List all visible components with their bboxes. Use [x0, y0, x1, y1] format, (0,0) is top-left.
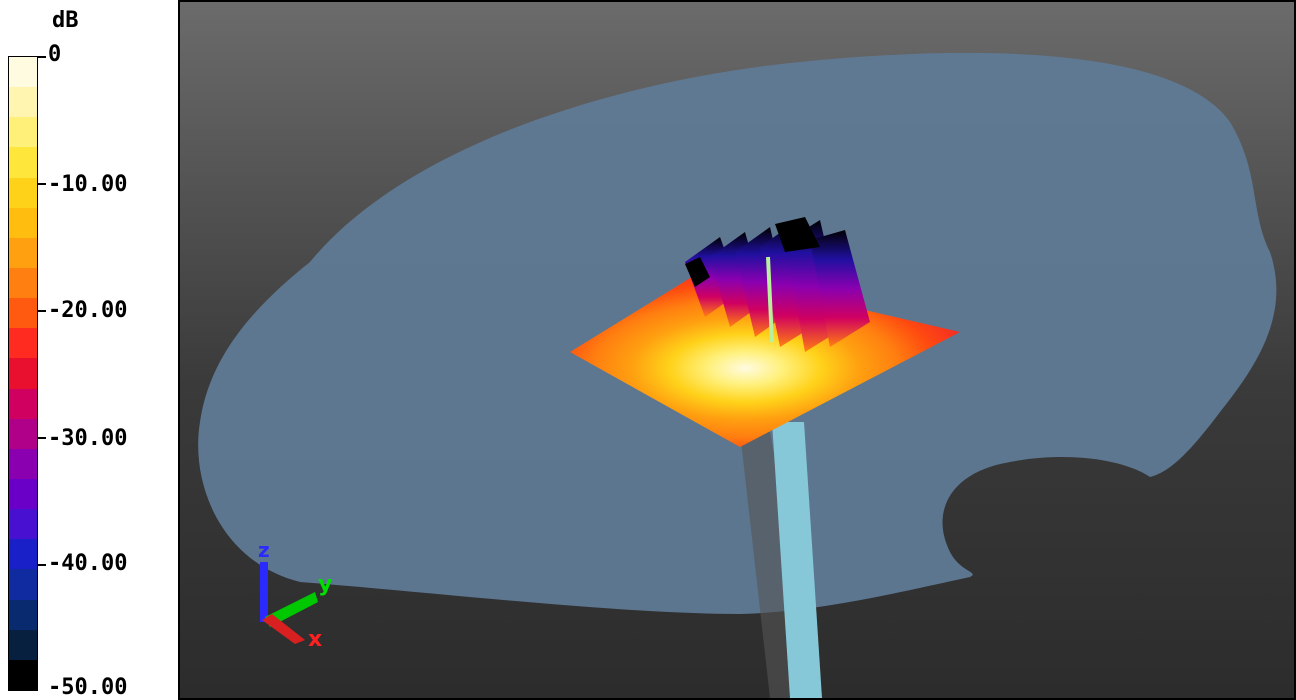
colorbar-band — [9, 599, 37, 630]
colorbar-band — [9, 448, 37, 479]
colorbar-legend: dB 0 -10.00 -20.00 -30.00 -40.00 -50.00 — [0, 0, 178, 700]
colorbar-band — [9, 418, 37, 449]
colorbar-band — [9, 539, 37, 570]
colorbar-tick — [38, 56, 46, 58]
colorbar-band — [9, 569, 37, 600]
colorbar-label-20: -20.00 — [48, 298, 128, 323]
colorbar-band — [9, 237, 37, 268]
colorbar-band — [9, 207, 37, 238]
colorbar-band — [9, 509, 37, 540]
colorbar-band — [9, 267, 37, 299]
colorbar-tick — [38, 310, 46, 312]
colorbar-band — [9, 328, 37, 359]
colorbar-band — [9, 298, 37, 329]
scene-canvas — [198, 52, 1277, 698]
3d-viewport[interactable]: z y x — [178, 0, 1296, 700]
colorbar-label-40: -40.00 — [48, 551, 128, 576]
axis-z-label: z — [258, 538, 270, 562]
colorbar-tick — [38, 183, 46, 185]
colorbar-band — [9, 478, 37, 510]
axis-x-label: x — [308, 627, 323, 652]
field-fins — [685, 217, 870, 352]
colorbar-band — [9, 147, 37, 178]
colorbar-band — [9, 659, 37, 690]
colorbar-scale — [8, 56, 38, 691]
colorbar-band — [9, 117, 37, 148]
colorbar-unit: dB — [52, 8, 79, 33]
probe-line — [766, 256, 774, 343]
colorbar-label-10: -10.00 — [48, 172, 128, 197]
axis-y-label: y — [318, 572, 333, 597]
colorbar-label-50: -50.00 — [48, 675, 128, 700]
colorbar-band — [9, 629, 37, 660]
colorbar-band — [9, 388, 37, 419]
colorbar-label-0: 0 — [48, 42, 62, 67]
colorbar-tick — [38, 437, 46, 439]
axes-triad — [260, 562, 318, 644]
colorbar-band — [9, 358, 37, 389]
colorbar-band — [9, 177, 37, 208]
colorbar-band — [9, 57, 37, 88]
colorbar-tick — [38, 564, 46, 566]
colorbar-band — [9, 87, 37, 118]
feed-stem — [772, 422, 822, 698]
colorbar-label-30: -30.00 — [48, 426, 128, 451]
